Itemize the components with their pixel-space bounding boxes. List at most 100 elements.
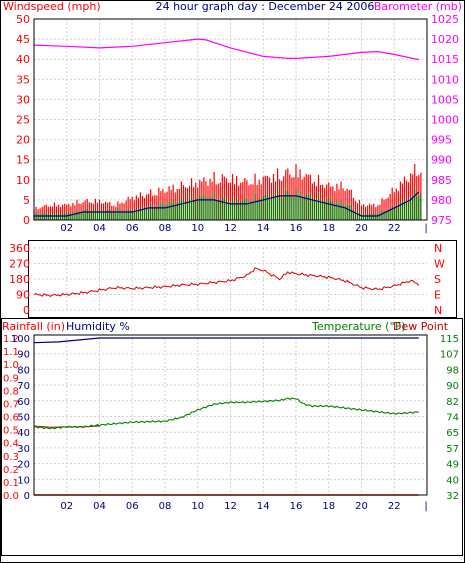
rht-x-tick-label: 16 — [290, 501, 303, 512]
rht-x-tick-label: 10 — [191, 501, 204, 512]
temperature-ticks: 32 40 49 57 65 74 82 90 98 107 115 — [440, 334, 459, 502]
direction-panel-frame — [28, 240, 457, 318]
humidity-ticks: 0 10 20 30 40 50 60 70 80 90 100 — [11, 334, 30, 502]
rainfall-tick-label: 0.7 — [3, 399, 19, 410]
rainfall-axis-label: Rainfall (in) — [2, 320, 65, 333]
rainfall-tick-label: 0.2 — [3, 465, 19, 476]
direction-degree-tick-label: 90 — [16, 289, 30, 302]
humidity-tick-label: 0 — [24, 491, 30, 502]
temperature-tick-label: 82 — [446, 397, 459, 408]
direction-degree-tick-label: 360 — [9, 242, 30, 255]
direction-compass-tick-label: N — [434, 242, 442, 255]
rainfall-tick-label: 0.4 — [3, 439, 19, 450]
barometer-tick-label: 1000 — [431, 114, 459, 127]
barometer-tick-label: 980 — [431, 194, 452, 207]
temperature-tick-label: 65 — [446, 428, 459, 439]
barometer-tick-label: 1020 — [431, 33, 459, 46]
humidity-tick-label: 60 — [17, 397, 30, 408]
barometer-axis-label: Barometer (mb) — [374, 0, 462, 13]
barometer-tick-label: 1010 — [431, 73, 459, 86]
humidity-tick-label: 40 — [17, 428, 30, 439]
humidity-tick-label: 100 — [11, 334, 30, 345]
windspeed-tick-label: 45 — [16, 33, 30, 46]
temperature-tick-label: 49 — [446, 460, 459, 471]
wind-baro-x-tick-label: 18 — [322, 223, 335, 234]
wind-baro-x-tick-label: 12 — [224, 223, 237, 234]
wind-baro-x-tick-label: 04 — [93, 223, 106, 234]
rainfall-tick-label: 0.5 — [3, 426, 19, 437]
temperature-tick-label: 107 — [440, 350, 459, 361]
direction-line — [33, 267, 420, 297]
wind-baro-x-ticks: 02 04 06 08 10 12 14 16 18 20 22 — [60, 223, 400, 234]
rainfall-tick-label: 0.1 — [3, 478, 19, 489]
rht-grid — [34, 338, 427, 495]
rainfall-tick-label: 1.0 — [3, 360, 19, 371]
direction-compass-tick-label: N — [434, 304, 442, 317]
wind-baro-x-tick-label: 06 — [126, 223, 139, 234]
barometer-tick-label: 975 — [431, 214, 452, 227]
temperature-tick-label: 115 — [440, 334, 459, 345]
rainfall-tick-label: 0.0 — [3, 491, 19, 502]
dewpoint-axis-label: Dew Point — [393, 320, 449, 333]
direction-compass-tick-label: W — [434, 258, 445, 271]
temperature-tick-label: 90 — [446, 381, 459, 392]
direction-compass-tick-label: S — [434, 273, 441, 286]
barometer-tick-label: 1005 — [431, 93, 459, 106]
barometer-tick-label: 1015 — [431, 53, 459, 66]
rht-x-tick-label: 02 — [60, 501, 73, 512]
rht-x-tick-label: 04 — [93, 501, 106, 512]
rainfall-tick-label: 0.6 — [3, 413, 19, 424]
humidity-tick-label: 30 — [17, 444, 30, 455]
windspeed-tick-label: 5 — [23, 194, 30, 207]
rainfall-tick-label: 0.9 — [3, 373, 19, 384]
temperature-tick-label: 57 — [446, 444, 459, 455]
wind-baro-x-tick-label: 10 — [191, 223, 204, 234]
barometer-ticks: 975 980 985 990 995 1000 1005 1010 1015 1020 1025 — [431, 13, 459, 227]
humidity-axis-label: Humidity % — [66, 320, 130, 333]
temperature-tick-label: 40 — [446, 475, 459, 486]
windspeed-tick-label: 0 — [23, 214, 30, 227]
rainfall-tick-label: 0.3 — [3, 452, 19, 463]
rainfall-tick-label: 1.2 — [3, 334, 19, 345]
wind-baro-x-tick-label: 02 — [60, 223, 73, 234]
wind-baro-x-tick-label: 16 — [290, 223, 303, 234]
windspeed-tick-label: 10 — [16, 174, 30, 187]
temperature-line — [33, 397, 419, 430]
direction-degree-tick-label: 270 — [9, 258, 30, 271]
rht-x-tick-label: 18 — [322, 501, 335, 512]
barometer-tick-label: 990 — [431, 154, 452, 167]
windspeed-tick-label: 20 — [16, 134, 30, 147]
temperature-axis-label: Temperature (°F) — [311, 320, 406, 333]
wind-baro-plot-frame — [33, 18, 428, 221]
direction-compass-tick-label: E — [434, 289, 441, 302]
humidity-line — [33, 337, 419, 344]
temperature-tick-label: 98 — [446, 365, 459, 376]
rht-x-tick-label: 12 — [224, 501, 237, 512]
wind-baro-panel: Windspeed (mph) 24 hour graph day : Dece… — [3, 0, 462, 234]
direction-degree-tick-label: 0 — [23, 304, 30, 317]
windspeed-line — [34, 191, 420, 217]
windspeed-ticks: 0 5 10 15 20 25 30 35 40 45 50 — [16, 13, 30, 227]
temperature-tick-label: 74 — [446, 413, 459, 424]
windspeed-tick-label: 40 — [16, 53, 30, 66]
windspeed-tick-label: 25 — [16, 114, 30, 127]
direction-grid — [34, 247, 427, 311]
rht-panel-frame — [1, 318, 463, 556]
humidity-tick-label: 80 — [17, 365, 30, 376]
humidity-tick-label: 10 — [17, 475, 30, 486]
rainfall-ticks: 0.0 0.1 0.2 0.3 0.4 0.5 0.6 0.7 0.8 0.9 1.0 1.1 1.2 — [3, 334, 19, 502]
rain-humidity-temp-panel: Rainfall (in) Humidity % Temperature (°F… — [1, 318, 463, 556]
rht-x-tick-label: 08 — [159, 501, 172, 512]
rht-x-tick-label: 14 — [257, 501, 270, 512]
temperature-tick-label: 32 — [446, 491, 459, 502]
direction-degree-tick-label: 180 — [9, 273, 30, 286]
humidity-tick-label: 50 — [17, 413, 30, 424]
humidity-tick-label: 20 — [17, 460, 30, 471]
humidity-tick-label: 90 — [17, 350, 30, 361]
windspeed-tick-label: 50 — [16, 13, 30, 26]
wind-baro-series — [33, 38, 422, 220]
wind-baro-x-tick-label: 08 — [159, 223, 172, 234]
direction-series — [33, 267, 420, 297]
